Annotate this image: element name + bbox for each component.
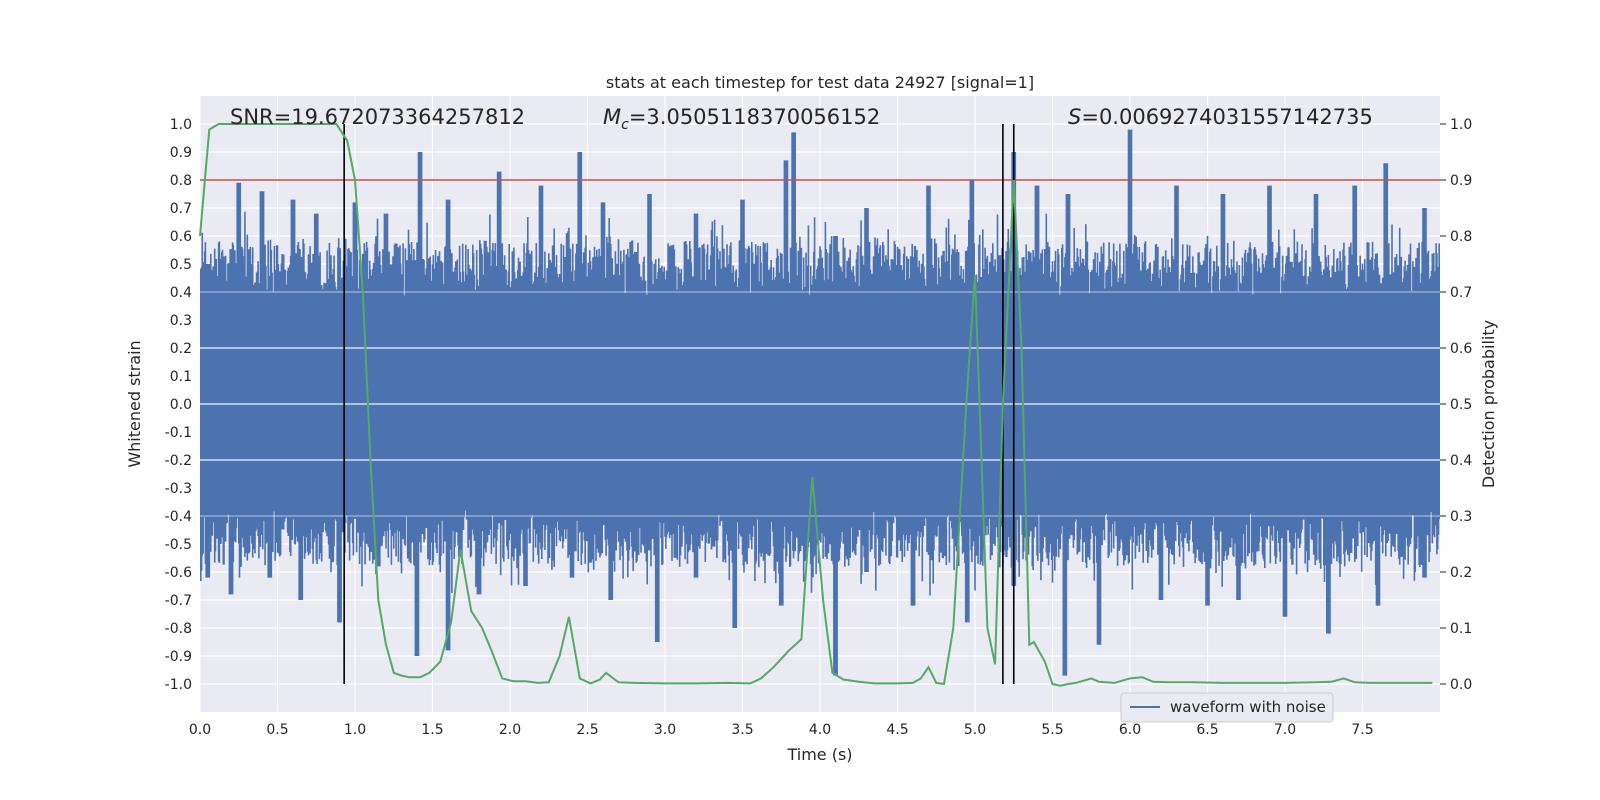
y-tick-label: -0.3 [165, 481, 192, 497]
s-symbol: S [1068, 105, 1081, 129]
y-tick-label: -0.6 [165, 565, 192, 581]
y2-tick-label: 0.0 [1450, 677, 1472, 693]
y-tick-label: -0.8 [165, 621, 192, 637]
x-tick-label: 5.0 [964, 722, 986, 738]
x-tick-label: 7.0 [1274, 722, 1296, 738]
y-tick-label: -0.9 [165, 649, 192, 665]
y2-tick-label: 0.3 [1450, 509, 1472, 525]
y2-tick-label: 0.6 [1450, 341, 1472, 357]
s-annotation: S=0.006927403155714273​5 [1068, 105, 1373, 129]
y-tick-label: 0.6 [170, 229, 192, 245]
snr-annotation: SNR=19.672073364257812 [230, 105, 525, 129]
x-tick-label: 3.5 [731, 722, 753, 738]
y-tick-label: -0.7 [165, 593, 192, 609]
y-tick-label: -0.2 [165, 453, 192, 469]
overlay-gridlines [200, 291, 1440, 517]
y2-tick-label: 0.2 [1450, 565, 1472, 581]
x-tick-label: 2.0 [499, 722, 521, 738]
y-tick-label: -0.4 [165, 509, 192, 525]
y-tick-label: 0.8 [170, 173, 192, 189]
x-tick-label: 3.0 [654, 722, 676, 738]
chart-title: stats at each timestep for test data 249… [606, 73, 1034, 92]
y-tick-label: 0.5 [170, 257, 192, 273]
x-tick-label: 2.5 [576, 722, 598, 738]
y-tick-label: 0.4 [170, 285, 192, 301]
plot-content [199, 123, 1440, 687]
y-tick-label: -1.0 [165, 677, 192, 693]
y-tick-label: 0.3 [170, 313, 192, 329]
x-tick-label: 4.5 [886, 722, 908, 738]
s-value: =0.006927403155714273​5 [1081, 105, 1373, 129]
x-tick-label: 1.0 [344, 722, 366, 738]
y-tick-label: -0.1 [165, 425, 192, 441]
y-tick-label: 0.1 [170, 369, 192, 385]
x-axis-ticks: 0.0 0.5 1.0 1.5 2.0 2.5 3.0 3.5 4.0 4.5 5.0 5.5 6.0 6… [189, 722, 1374, 738]
x-tick-label: 1.5 [421, 722, 443, 738]
legend-label: waveform with noise [1170, 698, 1326, 716]
y2-axis-ticks: 1.0 0.9 0.8 0.7 0.6 0.5 0.4 0.3 0.2 0.1 0.0 [1440, 117, 1472, 693]
y-tick-label: 0.2 [170, 341, 192, 357]
y2-axis-label: Detection probability [1479, 320, 1498, 488]
y2-tick-label: 0.5 [1450, 397, 1472, 413]
x-axis-label: Time (s) [786, 745, 852, 764]
y2-tick-label: 0.9 [1450, 173, 1472, 189]
x-tick-label: 7.5 [1351, 722, 1373, 738]
mc-value: =3.0505118370056152 [629, 105, 880, 129]
chirp-mass-annotation: Mc=3.0505118370056152 [603, 105, 880, 133]
x-tick-label: 0.0 [189, 722, 211, 738]
y-axis-label: Whitened strain [125, 340, 144, 467]
y-tick-label: 0.9 [170, 145, 192, 161]
y2-tick-label: 1.0 [1450, 117, 1472, 133]
x-tick-label: 6.0 [1119, 722, 1141, 738]
y-tick-label: 1.0 [170, 117, 192, 133]
y2-tick-label: 0.4 [1450, 453, 1472, 469]
x-tick-label: 4.0 [809, 722, 831, 738]
mc-subscript: c [621, 117, 629, 133]
y-axis-ticks: 1.0 0.9 0.8 0.7 0.6 0.5 0.4 0.3 0.2 0.1 0.0 -0.1 -0.… [165, 117, 192, 693]
y2-tick-label: 0.8 [1450, 229, 1472, 245]
detection-probability-line [199, 123, 1433, 687]
legend-box [1120, 692, 1334, 723]
y-tick-label: -0.5 [165, 537, 192, 553]
legend: waveform with noise [1120, 692, 1334, 723]
y2-tick-label: 0.7 [1450, 285, 1472, 301]
y-tick-label: 0.7 [170, 201, 192, 217]
y2-tick-label: 0.1 [1450, 621, 1472, 637]
mc-symbol: M [603, 105, 621, 129]
y-tick-label: 0.0 [170, 397, 192, 413]
x-tick-label: 0.5 [266, 722, 288, 738]
x-tick-label: 6.5 [1196, 722, 1218, 738]
x-tick-label: 5.5 [1041, 722, 1063, 738]
